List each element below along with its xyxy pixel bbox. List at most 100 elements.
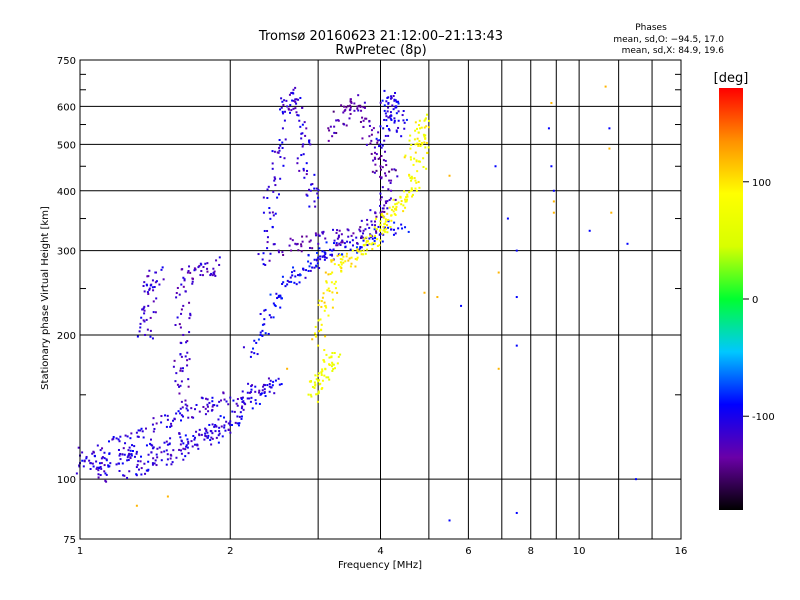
scatter-dot	[155, 280, 158, 283]
colorbar-tick-label: 0	[752, 295, 758, 306]
scatter-dot	[382, 229, 385, 232]
scatter-dot	[248, 391, 251, 394]
scatter-dot	[409, 147, 412, 150]
scatter-dot	[255, 341, 258, 344]
series-trace	[135, 85, 613, 507]
scatter-dot	[419, 144, 422, 147]
scatter-dot	[379, 168, 382, 171]
scatter-dot	[292, 107, 295, 110]
scatter-dot	[322, 359, 325, 362]
scatter-dot	[352, 232, 355, 235]
scatter-dot	[184, 434, 187, 437]
data-point	[344, 260, 347, 263]
series-trace	[172, 256, 221, 409]
scatter-dot	[384, 172, 387, 175]
data-point	[368, 242, 371, 245]
data-point	[550, 165, 553, 168]
scatter-dot	[386, 224, 389, 227]
scatter-dot	[329, 253, 332, 256]
scatter-dot	[292, 92, 295, 95]
scatter-dot	[411, 177, 414, 180]
scatter-dot	[277, 251, 280, 254]
scatter-dot	[206, 270, 209, 273]
scatter-dot	[270, 386, 273, 389]
scatter-dot	[401, 227, 404, 230]
scatter-dot	[300, 137, 303, 140]
scatter-dot	[289, 237, 292, 240]
scatter-dot	[202, 266, 205, 269]
scatter-dot	[123, 474, 126, 477]
scatter-dot	[198, 433, 201, 436]
scatter-dot	[394, 213, 397, 216]
scatter-dot	[360, 237, 363, 240]
scatter-dot	[365, 117, 368, 120]
scatter-dot	[111, 438, 114, 441]
scatter-dot	[263, 388, 266, 391]
scatter-dot	[172, 449, 175, 452]
scatter-dot	[378, 139, 381, 142]
scatter-dot	[185, 444, 188, 447]
data-point	[405, 196, 408, 199]
data-point	[419, 160, 422, 163]
scatter-dot	[393, 121, 396, 124]
scatter-dot	[339, 243, 342, 246]
scatter-dot	[380, 196, 383, 199]
scatter-dot	[130, 432, 133, 435]
scatter-dot	[279, 294, 282, 297]
scatter-dot	[253, 339, 256, 342]
scatter-dot	[400, 200, 403, 203]
scatter-dot	[96, 466, 99, 469]
scatter-dot	[264, 308, 267, 311]
scatter-dot	[390, 118, 393, 121]
scatter-dot	[403, 127, 406, 130]
scatter-dot	[143, 290, 146, 293]
scatter-dot	[321, 296, 324, 299]
scatter-dot	[146, 275, 149, 278]
scatter-dot	[318, 267, 321, 270]
scatter-dot	[193, 269, 196, 272]
scatter-dot	[153, 462, 156, 465]
data-point	[281, 127, 284, 130]
data-point	[331, 271, 334, 274]
scatter-dot	[415, 189, 418, 192]
scatter-dot	[383, 210, 386, 213]
scatter-dot	[357, 248, 360, 251]
scatter-dot	[386, 125, 389, 128]
scatter-dot	[299, 274, 302, 277]
scatter-dot	[416, 170, 419, 173]
scatter-dot	[297, 249, 300, 252]
scatter-dot	[194, 268, 197, 271]
data-point	[317, 256, 320, 259]
scatter-dot	[397, 227, 400, 230]
scatter-dot	[359, 245, 362, 248]
data-point	[400, 135, 403, 138]
scatter-dot	[338, 242, 341, 245]
data-point	[379, 211, 382, 214]
scatter-dot	[156, 447, 159, 450]
scatter-dot	[165, 449, 168, 452]
scatter-dot	[97, 469, 100, 472]
scatter-dot	[204, 413, 207, 416]
scatter-dot	[205, 428, 208, 431]
scatter-dot	[413, 157, 416, 160]
scatter-dot	[140, 455, 143, 458]
scatter-dot	[404, 198, 407, 201]
scatter-dot	[272, 380, 275, 383]
scatter-dot	[317, 189, 320, 192]
scatter-dot	[383, 222, 386, 225]
scatter-dot	[160, 459, 163, 462]
scatter-dot	[160, 268, 163, 271]
scatter-dot	[189, 314, 192, 317]
scatter-dot	[181, 406, 184, 409]
data-point	[118, 454, 121, 457]
scatter-dot	[219, 415, 222, 418]
scatter-dot	[180, 439, 183, 442]
scatter-dot	[175, 296, 178, 299]
data-point	[390, 179, 393, 182]
scatter-dot	[98, 467, 101, 470]
scatter-dot	[369, 235, 372, 238]
scatter-dot	[349, 108, 352, 111]
scatter-dot	[227, 428, 230, 431]
data-point	[151, 279, 154, 282]
scatter-dot	[144, 472, 147, 475]
